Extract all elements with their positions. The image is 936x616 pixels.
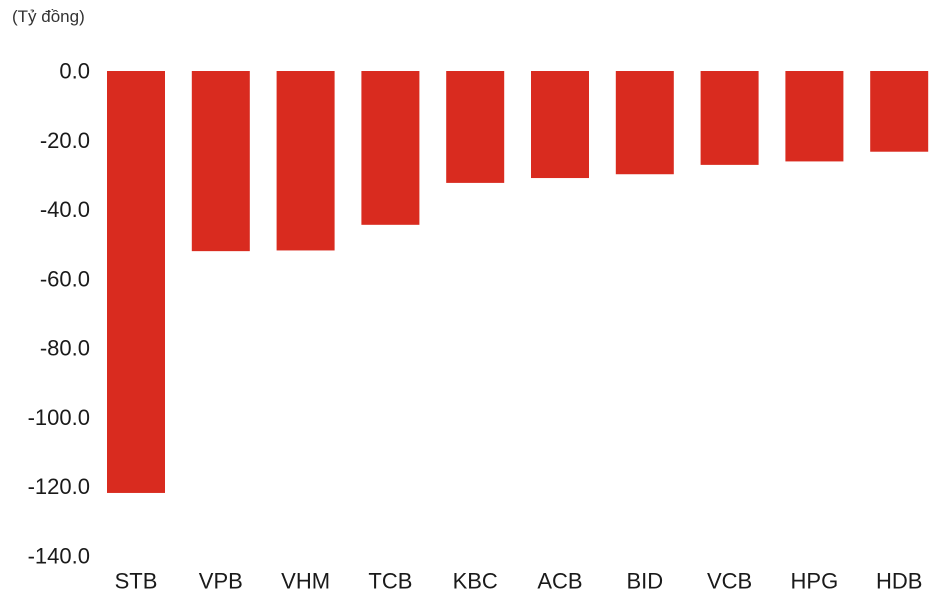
x-tick-label: VHM [281,569,330,594]
bar-bid [615,71,674,175]
bar-vcb [700,71,759,165]
y-tick-label: -140.0 [28,544,90,569]
bar-vhm [276,71,335,251]
bar-acb [531,71,589,179]
bar-vpb [191,71,250,252]
x-tick-label: KBC [453,569,498,594]
x-tick-label: STB [115,569,158,594]
y-tick-label: -100.0 [28,405,90,430]
y-tick-label: -20.0 [40,128,90,153]
y-tick-label: -60.0 [40,266,90,291]
bar-hpg [785,71,844,162]
bars [107,71,929,493]
x-tick-label: TCB [368,569,412,594]
y-tick-label: 0.0 [59,59,90,84]
unit-label: (Tỷ đồng) [12,7,85,26]
bar-kbc [446,71,505,183]
y-tick-label: -80.0 [40,336,90,361]
x-tick-label: HPG [791,569,839,594]
y-tick-label: -40.0 [40,197,90,222]
y-axis: 0.0 -20.0 -40.0 -60.0 -80.0 -100.0 -120.0 -140.… [28,59,90,569]
x-tick-label: VCB [707,569,752,594]
bar-stb [107,71,165,493]
x-tick-label: VPB [199,569,243,594]
bar-tcb [361,71,420,225]
x-tick-label: BID [626,569,663,594]
x-axis: STB VPB VHM TCB KBC ACB BID VCB HPG HDB [115,569,923,594]
y-tick-label: -120.0 [28,474,90,499]
x-tick-label: ACB [537,569,582,594]
bar-hdb [870,71,929,152]
x-tick-label: HDB [876,569,922,594]
